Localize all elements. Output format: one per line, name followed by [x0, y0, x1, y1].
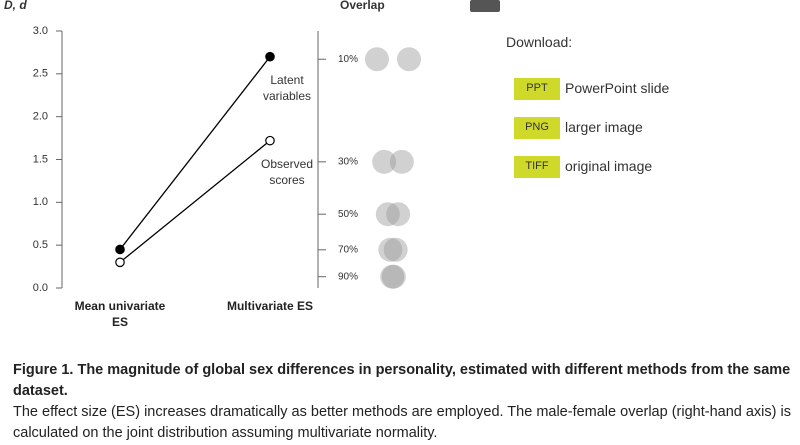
caption: Figure 1. The magnitude of global sex di… [13, 360, 793, 444]
y2-tick-label: 50% [338, 209, 358, 220]
download-label[interactable]: larger image [565, 119, 643, 135]
caption-text: The effect size (ES) increases dramatica… [13, 404, 791, 441]
download-button[interactable]: PPT [514, 78, 560, 100]
series-line [119, 56, 271, 250]
point [115, 257, 125, 268]
download-button[interactable]: PNG [514, 117, 560, 139]
chart: D, d Overlap 0.0 0.5 1.0 1.5 2.0 2.5 3.0 10% 30%… [0, 0, 498, 345]
point [115, 244, 125, 255]
overlap-circle [372, 149, 397, 174]
overlap-circle [381, 264, 406, 289]
y-tick-label: 1.0 [33, 196, 48, 208]
overlap-circle [397, 47, 422, 72]
series-line [119, 140, 271, 263]
download-label[interactable]: PowerPoint slide [565, 80, 670, 96]
x-tick-label: Mean univariate ES [74, 299, 166, 329]
overlap-circle [389, 149, 414, 174]
point [265, 135, 275, 146]
caption-title: Figure 1. The magnitude of global sex di… [13, 362, 791, 399]
y-axis-label: D, d [4, 0, 27, 12]
overlap-circle [378, 237, 403, 262]
overlap-circle [383, 237, 408, 262]
y2-tick-label: 30% [338, 156, 358, 167]
overlap-circle [364, 47, 389, 72]
overlap-circle [380, 264, 405, 289]
series-label: Observed scores [260, 156, 314, 187]
y2-tick-label: 70% [338, 244, 358, 255]
y-tick-label: 0.5 [33, 239, 48, 251]
y2-axis-label: Overlap [340, 0, 385, 12]
download-panel: Download: PPT PowerPoint slide PNG larger i… [506, 34, 669, 178]
download-button[interactable]: TIFF [514, 156, 560, 178]
overlap-circle [386, 202, 411, 227]
series-label: Latent variables [262, 72, 312, 103]
icon [470, 0, 500, 12]
download-label[interactable]: original image [565, 158, 653, 174]
download-title: Download: [506, 34, 573, 50]
y-tick-label: 2.5 [33, 68, 48, 80]
overlap-circle [375, 202, 400, 227]
y-tick-label: 1.5 [33, 153, 48, 165]
chart-panel [0, 0, 498, 345]
y-tick-label: 3.0 [33, 25, 48, 37]
y-tick-label: 2.0 [33, 111, 48, 123]
x-tick-label: Multivariate ES [226, 299, 314, 313]
y-tick-label: 0.0 [33, 282, 48, 294]
point [265, 51, 275, 62]
y2-tick-label: 10% [338, 54, 358, 65]
y2-tick-label: 90% [338, 271, 358, 282]
